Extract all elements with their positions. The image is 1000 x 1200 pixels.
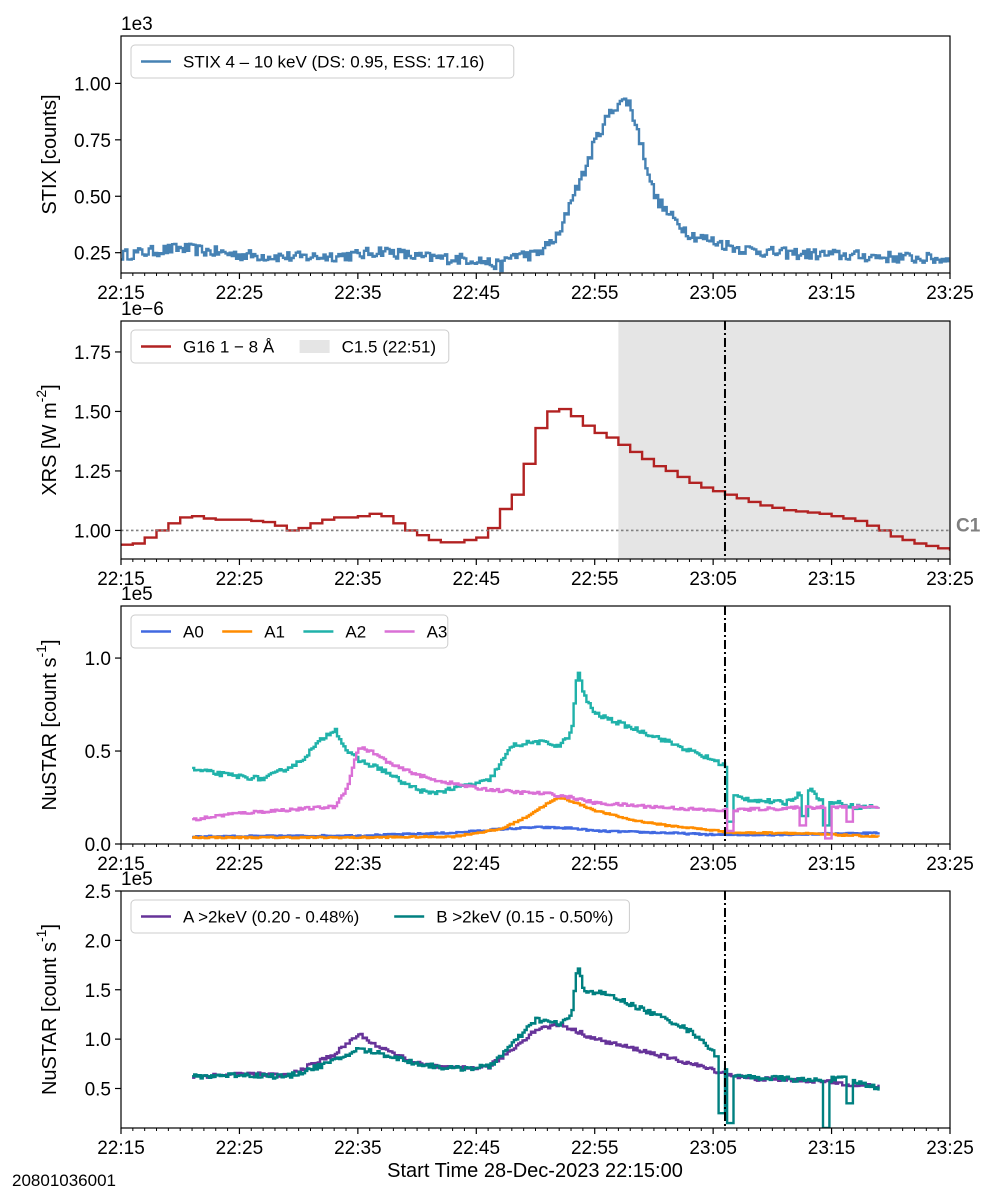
y-axis-title: NuSTAR [count s-1] — [33, 924, 61, 1095]
legend-swatch — [299, 340, 330, 353]
y-tick-label: 0.5 — [85, 742, 111, 763]
y-axis-title: XRS [W m-2] — [33, 384, 61, 495]
x-tick-label: 23:05 — [689, 283, 737, 304]
y-tick-label: 1.0 — [85, 649, 111, 670]
x-tick-label: 23:15 — [808, 1138, 856, 1159]
y-tick-label: 1.0 — [85, 1030, 111, 1051]
legend: A >2keV (0.20 - 0.48%) B >2keV (0.15 - 0.… — [130, 899, 630, 934]
x-tick-label: 22:45 — [453, 854, 501, 875]
flare-interval-shading — [618, 321, 950, 559]
x-tick-label: 22:55 — [571, 283, 619, 304]
y-tick-label: 1.50 — [74, 402, 111, 423]
y-axis-title: STIX [counts] — [39, 94, 61, 214]
axis-offset-text: 1e3 — [121, 14, 153, 35]
legend: A0 A1 A2 A3 — [130, 614, 449, 649]
x-tick-label: 22:15 — [97, 569, 145, 590]
x-tick-label: 22:25 — [216, 1138, 264, 1159]
y-tick-label: 1.25 — [74, 462, 111, 483]
x-tick-label: 23:05 — [689, 854, 737, 875]
legend: STIX 4 – 10 keV (DS: 0.95, ESS: 17.16) — [130, 44, 515, 79]
y-tick-label: 1.5 — [85, 981, 111, 1002]
x-tick-label: 22:35 — [334, 1138, 382, 1159]
series-b-line — [192, 967, 880, 1128]
series-a2-line — [192, 671, 880, 827]
x-tick-label: 23:05 — [689, 569, 737, 590]
y-tick-label: 1.75 — [74, 343, 111, 364]
x-tick-label: 23:15 — [808, 283, 856, 304]
x-tick-label: 22:35 — [334, 854, 382, 875]
legend-label: G16 1 − 8 Å — [183, 338, 275, 357]
legend-label: A3 — [427, 623, 448, 642]
legend-label: C1.5 (22:51) — [342, 338, 437, 357]
x-tick-label: 23:25 — [926, 283, 974, 304]
c1-threshold-label: C1 — [956, 515, 981, 536]
legend-frame — [130, 899, 630, 934]
y-tick-label: 2.0 — [85, 931, 111, 952]
legend-frame — [130, 44, 515, 79]
y-tick-label: 0.5 — [85, 1080, 111, 1101]
y-tick-label: 2.5 — [85, 882, 111, 903]
axis-offset-text: 1e5 — [121, 584, 153, 605]
x-tick-label: 22:45 — [453, 283, 501, 304]
y-tick-label: 1.00 — [74, 74, 111, 95]
y-tick-label: 0.0 — [85, 835, 111, 856]
x-tick-label: 22:25 — [216, 854, 264, 875]
series-a-line — [192, 1022, 880, 1089]
axis-offset-text: 1e−6 — [121, 299, 164, 320]
x-tick-label: 22:55 — [571, 854, 619, 875]
legend-label: A0 — [183, 623, 204, 642]
legend-label: A >2keV (0.20 - 0.48%) — [183, 908, 359, 927]
series-g16-line — [121, 407, 950, 551]
x-tick-label: 22:55 — [571, 1138, 619, 1159]
y-axis-title: NuSTAR [count s-1] — [33, 639, 61, 810]
x-tick-label: 23:25 — [926, 569, 974, 590]
y-tick-label: 0.75 — [74, 131, 111, 152]
x-tick-label: 22:35 — [334, 283, 382, 304]
series-a1-line — [192, 796, 880, 840]
y-tick-label: 0.25 — [74, 244, 111, 265]
x-tick-label: 22:35 — [334, 569, 382, 590]
legend-frame — [130, 614, 449, 649]
x-tick-label: 22:45 — [453, 569, 501, 590]
x-tick-label: 23:25 — [926, 1138, 974, 1159]
x-tick-label: 22:15 — [97, 283, 145, 304]
x-axis-title: Start Time 28-Dec-2023 22:15:00 — [387, 1160, 683, 1182]
x-tick-label: 22:45 — [453, 1138, 501, 1159]
x-tick-label: 22:25 — [216, 283, 264, 304]
legend-label: A2 — [345, 623, 366, 642]
x-tick-label: 22:15 — [97, 1138, 145, 1159]
x-tick-label: 22:15 — [97, 854, 145, 875]
legend: G16 1 − 8 Å C1.5 (22:51) — [130, 329, 450, 364]
observation-id: 20801036001 — [12, 1171, 117, 1190]
x-tick-label: 23:25 — [926, 854, 974, 875]
legend-label: STIX 4 – 10 keV (DS: 0.95, ESS: 17.16) — [183, 53, 484, 72]
series-stix-line — [121, 97, 950, 273]
x-tick-label: 23:15 — [808, 569, 856, 590]
x-tick-label: 23:15 — [808, 854, 856, 875]
x-tick-label: 23:05 — [689, 1138, 737, 1159]
x-tick-label: 22:55 — [571, 569, 619, 590]
legend-label: A1 — [264, 623, 285, 642]
axis-offset-text: 1e5 — [121, 869, 153, 890]
legend-label: B >2keV (0.15 - 0.50%) — [436, 908, 613, 927]
y-tick-label: 1.00 — [74, 521, 111, 542]
y-tick-label: 0.50 — [74, 187, 111, 208]
legend-frame — [130, 329, 450, 364]
x-tick-label: 22:25 — [216, 569, 264, 590]
series-a3-line — [192, 746, 880, 840]
